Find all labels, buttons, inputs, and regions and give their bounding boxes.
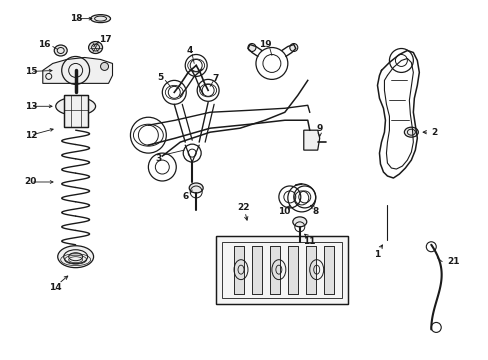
Ellipse shape	[189, 183, 203, 193]
Bar	[323, 246, 333, 293]
Text: 2: 2	[430, 128, 437, 137]
Text: 1: 1	[374, 250, 380, 259]
Ellipse shape	[88, 41, 102, 54]
Text: 15: 15	[24, 67, 37, 76]
Text: 3: 3	[155, 154, 161, 163]
Text: 12: 12	[24, 131, 37, 140]
Circle shape	[289, 44, 297, 51]
Bar	[269, 246, 279, 293]
Bar	[305, 246, 315, 293]
Text: 20: 20	[24, 177, 37, 186]
Bar	[63, 95, 87, 127]
Text: 17: 17	[99, 35, 112, 44]
Text: 9: 9	[316, 124, 322, 133]
Ellipse shape	[56, 97, 95, 115]
Text: 16: 16	[39, 40, 51, 49]
Circle shape	[101, 62, 108, 71]
Bar	[234, 246, 244, 293]
Bar	[287, 246, 297, 293]
Bar	[251, 246, 262, 293]
Text: 19: 19	[258, 40, 271, 49]
Ellipse shape	[90, 15, 110, 23]
Text: 5: 5	[157, 73, 163, 82]
Circle shape	[247, 44, 255, 51]
Text: 14: 14	[49, 283, 62, 292]
Text: 18: 18	[70, 14, 83, 23]
Ellipse shape	[292, 217, 306, 227]
Text: 11: 11	[303, 237, 315, 246]
Text: 7: 7	[211, 74, 218, 83]
Bar	[323, 246, 333, 293]
Ellipse shape	[54, 45, 67, 56]
Bar	[222, 242, 341, 298]
Polygon shape	[303, 130, 319, 150]
Text: 10: 10	[277, 207, 289, 216]
Bar	[287, 246, 297, 293]
Text: 6: 6	[182, 193, 188, 202]
Bar	[216, 236, 347, 303]
Bar	[251, 246, 262, 293]
Text: 22: 22	[236, 203, 249, 212]
Bar	[269, 246, 279, 293]
Text: 4: 4	[186, 46, 193, 55]
Text: 13: 13	[24, 102, 37, 111]
Bar	[234, 246, 244, 293]
Text: 21: 21	[447, 257, 459, 266]
Bar	[216, 236, 347, 303]
Bar	[63, 95, 87, 127]
Ellipse shape	[404, 127, 417, 137]
Polygon shape	[42, 58, 112, 84]
Bar	[305, 246, 315, 293]
Ellipse shape	[58, 246, 93, 268]
Text: 8: 8	[312, 207, 318, 216]
